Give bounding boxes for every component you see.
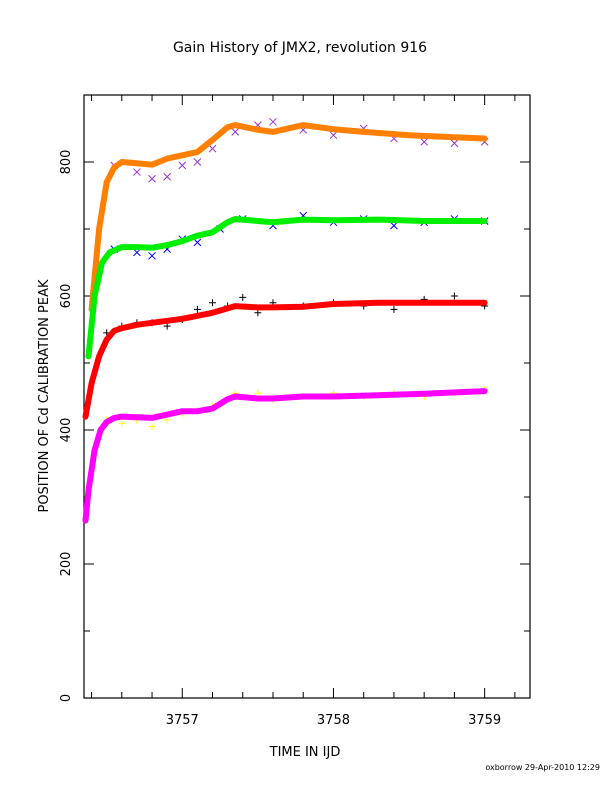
data-point: [450, 292, 458, 300]
y-tick-label: 200: [59, 552, 74, 577]
fit-curve: [82, 388, 488, 524]
series-4: [82, 299, 488, 420]
plot-frame: [83, 94, 531, 699]
data-point: [390, 305, 398, 313]
data-point: [133, 168, 141, 176]
y-tick-label: 0: [59, 694, 74, 702]
y-tick-label: 400: [59, 418, 74, 443]
series-7: [82, 388, 488, 524]
data-point: [118, 419, 126, 427]
series-2: [85, 216, 488, 360]
data-point: [269, 117, 277, 126]
series-5: [103, 292, 489, 337]
x-tick-label: 3758: [317, 713, 350, 728]
y-axis: 0 200 400 600 800: [59, 94, 530, 702]
data-point: [420, 138, 429, 146]
x-tick-label: 3759: [468, 713, 501, 728]
data-point: [193, 158, 202, 166]
y-axis-label: POSITION OF Cd CALIBRATION PEAK: [37, 279, 52, 512]
series-layer: [82, 117, 489, 524]
y-tick-label: 600: [59, 284, 74, 309]
x-axis-label: TIME IN IJD: [269, 745, 341, 760]
fit-curve: [85, 216, 488, 360]
data-point: [208, 144, 217, 153]
data-point: [239, 293, 247, 301]
data-point: [148, 251, 156, 260]
data-point: [163, 172, 172, 181]
y-tick-label: 800: [59, 150, 74, 175]
x-axis: 3757 3758 3759: [91, 95, 516, 728]
fit-curve: [82, 299, 488, 420]
footer-credit: oxborrow 29-Apr-2010 12:29: [485, 763, 600, 772]
chart-title: Gain History of JMX2, revolution 916: [173, 40, 427, 56]
data-point: [209, 299, 217, 307]
fit-curve: [88, 122, 488, 313]
data-point: [390, 221, 398, 230]
data-point: [450, 139, 459, 148]
x-tick-label: 3757: [166, 713, 199, 728]
data-point: [254, 309, 262, 317]
data-point: [254, 389, 262, 397]
data-point: [178, 161, 187, 170]
data-point: [329, 131, 338, 140]
data-point: [148, 174, 156, 183]
data-point: [148, 423, 156, 431]
series-0: [88, 122, 488, 313]
data-point: [193, 238, 202, 247]
data-point: [231, 127, 240, 136]
data-point: [193, 305, 201, 313]
